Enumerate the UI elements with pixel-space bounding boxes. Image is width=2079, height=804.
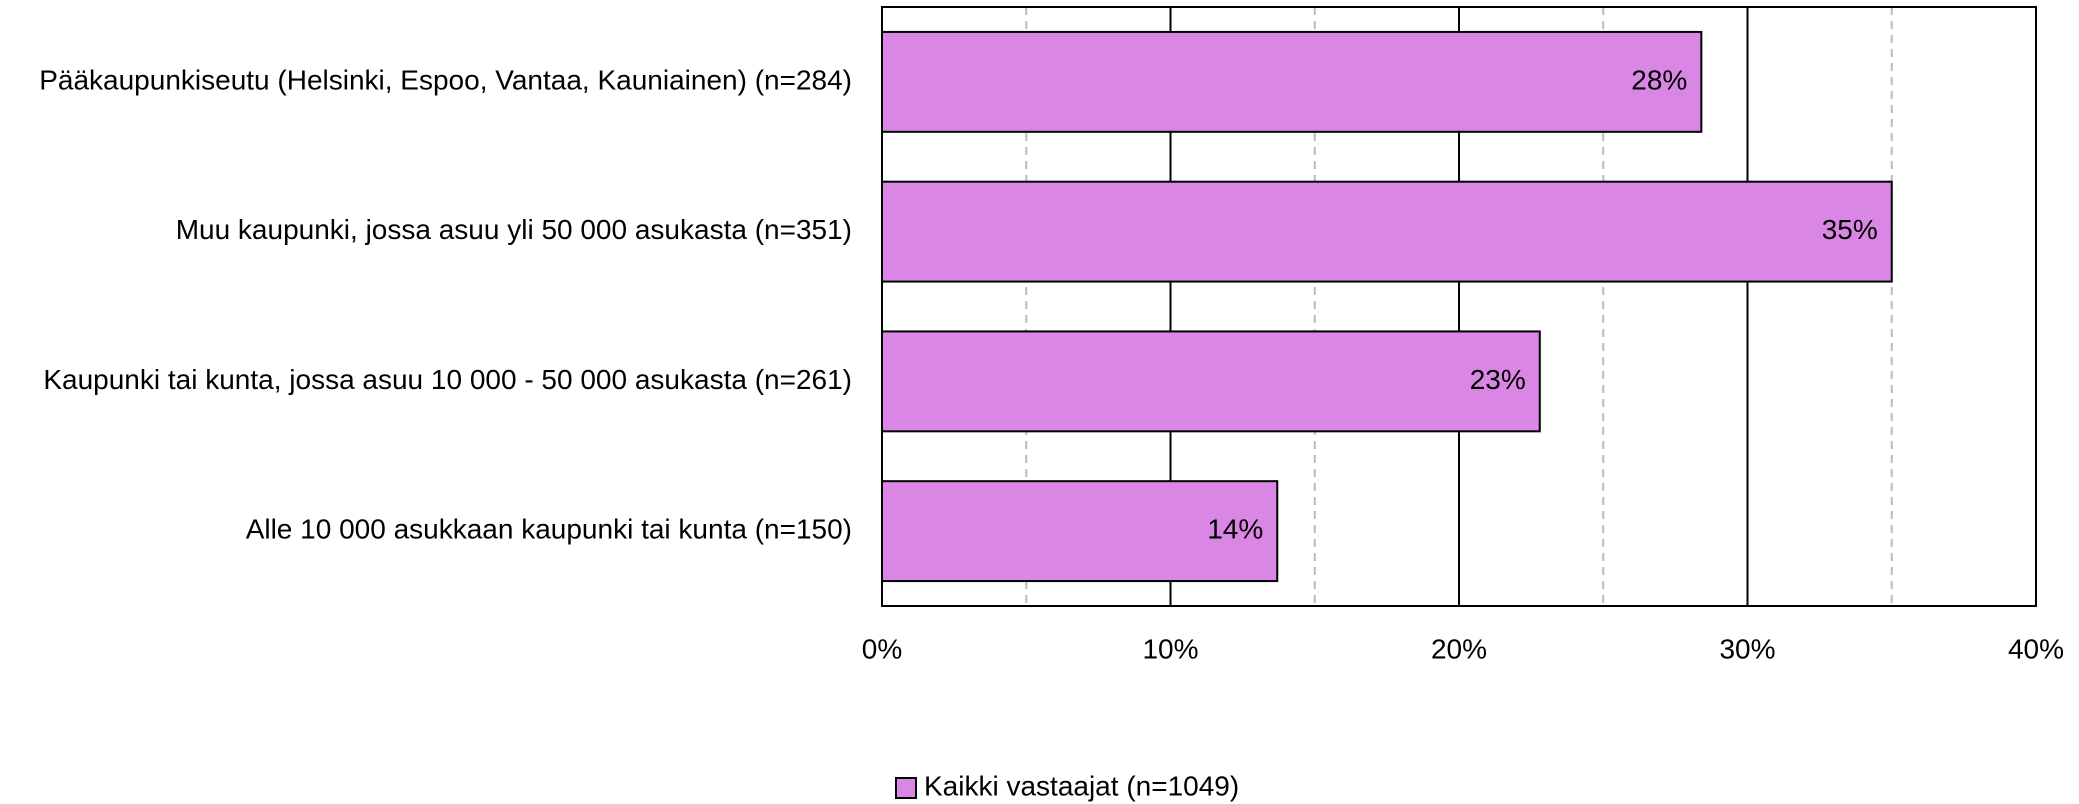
legend-swatch xyxy=(895,777,917,799)
plot-frame xyxy=(881,6,2037,607)
data-label: 14% xyxy=(1207,514,1263,545)
bar xyxy=(881,30,1703,133)
x-tick-label: 0% xyxy=(862,633,902,664)
y-tick-label: Pääkaupunkiseutu (Helsinki, Espoo, Vanta… xyxy=(39,64,852,95)
bar xyxy=(881,480,1279,583)
legend-label: Kaikki vastaajat (n=1049) xyxy=(924,770,1239,801)
data-label: 23% xyxy=(1470,364,1526,395)
bar xyxy=(881,180,1893,283)
x-tick-label: 40% xyxy=(2008,633,2064,664)
data-label: 28% xyxy=(1631,64,1687,95)
x-tick-label: 10% xyxy=(1142,633,1198,664)
x-tick-label: 30% xyxy=(1719,633,1775,664)
bar xyxy=(881,330,1541,433)
data-label: 35% xyxy=(1822,214,1878,245)
x-tick-label: 20% xyxy=(1431,633,1487,664)
y-tick-label: Muu kaupunki, jossa asuu yli 50 000 asuk… xyxy=(176,214,852,245)
y-tick-label: Kaupunki tai kunta, jossa asuu 10 000 - … xyxy=(43,364,852,395)
y-tick-label: Alle 10 000 asukkaan kaupunki tai kunta … xyxy=(246,514,852,545)
